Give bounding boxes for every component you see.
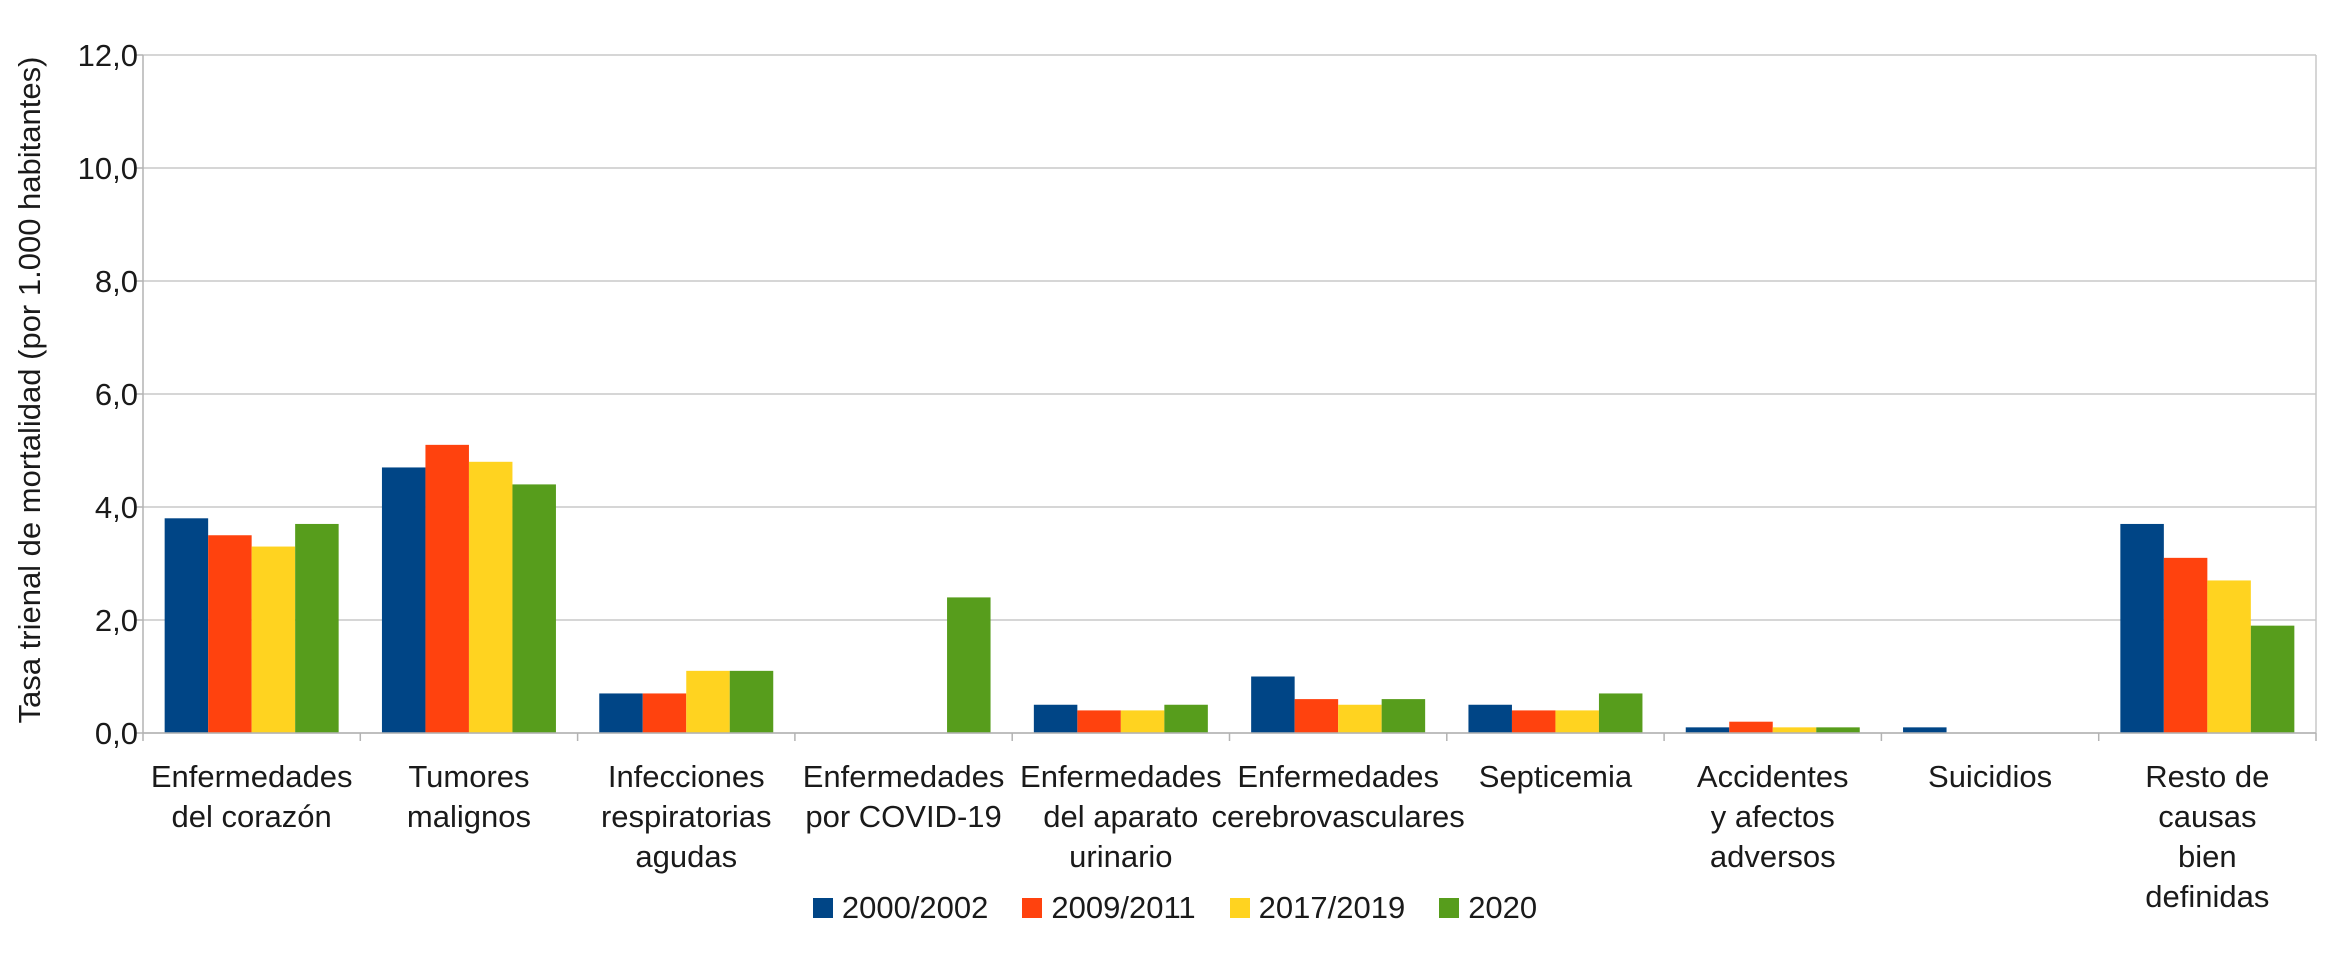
x-tick-label: Infecciones	[608, 759, 765, 794]
bar	[1077, 710, 1121, 733]
y-tick-label: 10,0	[78, 151, 138, 186]
bar	[642, 693, 687, 733]
x-tick-label: Resto de	[2145, 759, 2269, 794]
legend-label: 2009/2011	[1051, 890, 1196, 925]
bar	[512, 484, 556, 733]
bar	[2250, 625, 2295, 733]
x-tick-label: causas	[2158, 799, 2256, 834]
bar	[295, 523, 339, 733]
bar	[1338, 704, 1382, 733]
legend-label: 2017/2019	[1258, 890, 1406, 925]
legend-item: 2000/2002	[812, 890, 989, 926]
bar	[1033, 704, 1078, 733]
bar	[599, 693, 643, 733]
bar	[1164, 704, 1208, 733]
bars	[164, 444, 2295, 733]
y-axis-label: Tasa trienal de mortalidad (por 1.000 ha…	[12, 57, 47, 724]
x-tick-label: Enfermedades	[1237, 759, 1439, 794]
x-tick-label: Tumores	[408, 759, 529, 794]
bar	[1555, 710, 1599, 733]
x-tick-labels: Enfermedades del corazón Tumores malignos In…	[151, 759, 2270, 914]
legend-item: 2009/2011	[1022, 890, 1196, 926]
x-tick-label: malignos	[407, 799, 531, 834]
bar	[1729, 721, 1773, 733]
x-tick-label: Enfermedades	[1020, 759, 1222, 794]
bar	[2207, 580, 2251, 733]
x-tick-label: y afectos	[1711, 799, 1835, 834]
y-tick-labels: 0,0 2,0 4,0 6,0 8,0 10,0 12,0	[78, 38, 138, 751]
bar	[425, 444, 469, 733]
x-tick-label: Suicidios	[1928, 759, 2052, 794]
bar	[947, 597, 991, 733]
y-tick-label: 2,0	[95, 603, 138, 638]
bar	[1294, 699, 1339, 733]
x-tick-label: bien	[2178, 839, 2237, 874]
bar	[1468, 704, 1512, 733]
y-tick-label: 4,0	[95, 490, 138, 525]
legend-swatch	[1022, 898, 1043, 918]
bar	[1903, 727, 1947, 733]
bar	[2120, 523, 2164, 733]
x-tick-label: urinario	[1069, 839, 1172, 874]
x-tick-label: Accidentes	[1697, 759, 1849, 794]
x-tick-label: adversos	[1710, 839, 1836, 874]
legend: 2000/2002 2009/2011 2017/2019 2020	[0, 890, 2350, 926]
x-tick-label: del corazón	[172, 799, 332, 834]
bar	[729, 670, 774, 733]
axes	[142, 55, 2317, 741]
legend-swatch	[1229, 898, 1250, 918]
y-tick-label: 0,0	[95, 716, 138, 751]
legend-item: 2020	[1439, 890, 1537, 926]
x-tick-label: definidas	[2145, 879, 2269, 914]
x-tick-label: del aparato	[1043, 799, 1198, 834]
y-tick-label: 8,0	[95, 264, 138, 299]
legend-item: 2017/2019	[1229, 890, 1406, 926]
x-tick-label: agudas	[635, 839, 737, 874]
legend-label: 2020	[1468, 890, 1538, 925]
bar	[208, 535, 252, 733]
bar	[1772, 727, 1817, 733]
legend-label: 2000/2002	[841, 890, 989, 925]
bar	[164, 518, 209, 733]
bar	[686, 670, 730, 733]
y-tick-label: 12,0	[78, 38, 138, 73]
bar	[2163, 557, 2208, 733]
legend-swatch	[812, 898, 833, 918]
x-tick-label: Septicemia	[1479, 759, 1633, 794]
x-tick-label: respiratorias	[601, 799, 772, 834]
y-tick-label: 6,0	[95, 377, 138, 412]
x-tick-label: cerebrovasculares	[1212, 799, 1465, 834]
x-tick-label: Enfermedades	[803, 759, 1005, 794]
bar	[251, 546, 296, 733]
bar	[381, 467, 426, 733]
x-tick-label: por COVID-19	[805, 799, 1001, 834]
bar	[1511, 710, 1556, 733]
bar	[1598, 693, 1643, 733]
bar	[1816, 727, 1860, 733]
bar	[1381, 699, 1426, 733]
x-tick-label: Enfermedades	[151, 759, 353, 794]
legend-swatch	[1439, 898, 1460, 918]
bar	[468, 461, 513, 733]
bar	[1685, 727, 1730, 733]
bar	[1120, 710, 1165, 733]
bar	[1251, 676, 1295, 733]
